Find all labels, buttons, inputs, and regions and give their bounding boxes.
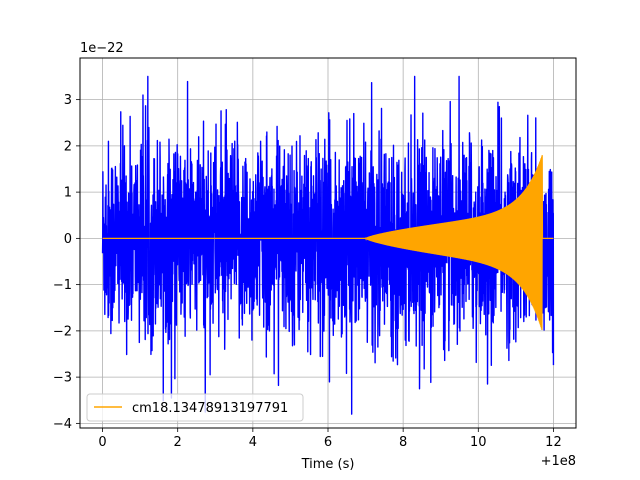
legend-label: cm18.13478913197791 [132,401,288,416]
x-axis-label: Time (s) [301,457,355,472]
y-tick-label: −4 [53,417,72,432]
y-tick-label: −3 [53,371,72,386]
y-tick-label: 0 [64,232,72,247]
x-tick-label: 8 [399,435,407,450]
x-tick-label: 2 [174,435,182,450]
series-layer [101,75,555,415]
y-tick-label: −2 [53,324,72,339]
legend: cm18.13478913197791 [86,393,304,422]
y-tick-label: 2 [64,139,72,154]
x-tick-label: 12 [545,435,562,450]
waveform-series-line [102,155,554,331]
legend-box [86,393,304,422]
x-tick-label: 4 [249,435,257,450]
y-scale-label: 1e−22 [80,41,124,56]
x-tick-label: 0 [98,435,106,450]
x-tick-label: 10 [470,435,487,450]
x-offset-label: +1e8 [541,454,576,469]
y-tick-label: 1 [64,186,72,201]
x-tick-label: 6 [324,435,332,450]
y-tick-label: −1 [53,278,72,293]
y-tick-label: 3 [64,93,72,108]
